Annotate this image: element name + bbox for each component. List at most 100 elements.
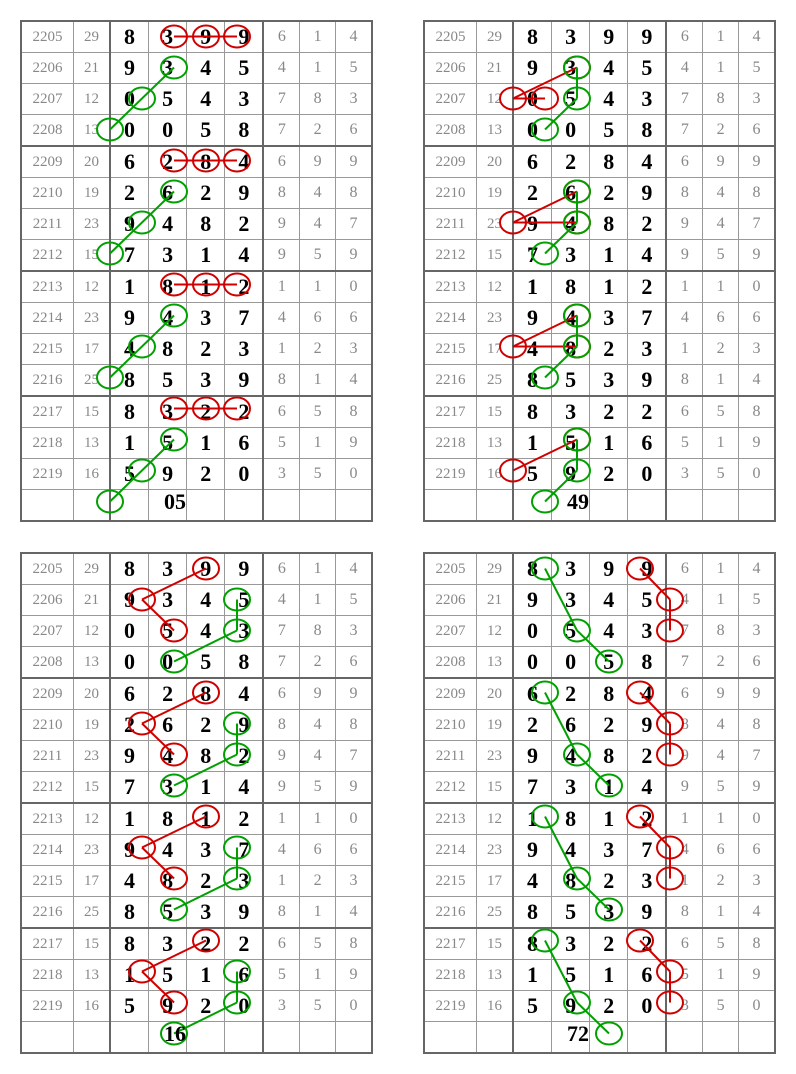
panel-footer-number: 72 — [567, 1021, 589, 1047]
digit-cell: 6 — [149, 178, 187, 209]
digit-cell: 5 — [149, 616, 187, 647]
digit-cell: 9 — [110, 303, 149, 334]
digit-cell: 1 — [666, 334, 702, 365]
digit-cell — [628, 1022, 667, 1054]
row-aux — [74, 490, 110, 522]
digit-cell — [513, 490, 552, 522]
digit-cell — [225, 1022, 264, 1054]
digit-cell: 4 — [187, 53, 225, 84]
row-id: 2208 — [424, 115, 477, 147]
digit-cell: 9 — [110, 53, 149, 84]
digit-cell: 2 — [187, 928, 225, 960]
digit-cell — [666, 490, 702, 522]
digit-cell — [628, 490, 667, 522]
digit-cell: 8 — [263, 710, 299, 741]
digit-cell: 1 — [590, 428, 628, 459]
row-id: 2211 — [424, 741, 477, 772]
digit-cell: 7 — [110, 772, 149, 804]
row-id: 2218 — [21, 960, 74, 991]
digit-cell: 1 — [300, 960, 336, 991]
digit-cell: 6 — [263, 678, 299, 710]
digit-cell: 2 — [225, 741, 264, 772]
digit-cell: 8 — [263, 365, 299, 397]
digit-cell: 2 — [110, 178, 149, 209]
digit-cell: 4 — [552, 741, 590, 772]
digit-cell: 4 — [666, 53, 702, 84]
digit-cell: 6 — [703, 303, 739, 334]
digit-cell: 0 — [336, 991, 372, 1022]
digit-cell: 2 — [110, 710, 149, 741]
digit-cell: 5 — [703, 772, 739, 804]
row-aux: 23 — [477, 741, 513, 772]
row-aux: 17 — [477, 334, 513, 365]
row-id: 2213 — [424, 271, 477, 303]
digit-cell: 4 — [336, 365, 372, 397]
digit-cell: 9 — [513, 585, 552, 616]
digit-cell: 1 — [590, 271, 628, 303]
row-id: 2209 — [21, 146, 74, 178]
digit-cell: 1 — [187, 960, 225, 991]
digit-cell: 8 — [552, 334, 590, 365]
digit-cell: 8 — [225, 115, 264, 147]
digit-cell: 9 — [336, 428, 372, 459]
row-id: 2213 — [21, 803, 74, 835]
digit-cell: 5 — [739, 585, 775, 616]
digit-cell: 5 — [666, 960, 702, 991]
row-id: 2215 — [424, 334, 477, 365]
panel-grid: 2205298399614220621934541522071205437832… — [20, 20, 776, 1054]
digit-cell: 6 — [336, 115, 372, 147]
digit-cell: 4 — [225, 772, 264, 804]
row-id — [424, 1022, 477, 1054]
row-aux: 15 — [74, 240, 110, 272]
lottery-panel: 2205298399614220621934541522071205437832… — [423, 20, 776, 522]
digit-cell: 5 — [703, 928, 739, 960]
digit-cell: 4 — [739, 365, 775, 397]
digit-cell: 5 — [703, 459, 739, 490]
digit-cell: 8 — [666, 710, 702, 741]
digit-cell: 6 — [336, 835, 372, 866]
row-id: 2206 — [21, 585, 74, 616]
digit-cell: 5 — [552, 616, 590, 647]
digit-cell: 9 — [739, 240, 775, 272]
digit-cell: 4 — [703, 178, 739, 209]
digit-cell: 2 — [590, 178, 628, 209]
digit-cell: 2 — [590, 928, 628, 960]
digit-cell: 9 — [666, 209, 702, 240]
digit-cell: 2 — [300, 115, 336, 147]
digit-cell: 8 — [590, 146, 628, 178]
digit-cell: 3 — [149, 240, 187, 272]
digit-cell: 4 — [187, 616, 225, 647]
digit-cell: 1 — [513, 960, 552, 991]
digit-cell: 5 — [513, 991, 552, 1022]
digit-cell: 5 — [628, 53, 667, 84]
digit-cell: 7 — [336, 741, 372, 772]
row-aux: 16 — [477, 459, 513, 490]
row-id: 2218 — [21, 428, 74, 459]
digit-cell: 9 — [336, 772, 372, 804]
digit-cell: 5 — [149, 897, 187, 929]
number-table: 2205298399614220621934541522071205437832… — [423, 20, 776, 522]
digit-cell: 2 — [590, 334, 628, 365]
row-aux — [74, 1022, 110, 1054]
row-aux: 13 — [74, 647, 110, 679]
digit-cell: 3 — [336, 84, 372, 115]
digit-cell: 9 — [628, 710, 667, 741]
digit-cell: 6 — [263, 396, 299, 428]
digit-cell: 2 — [703, 334, 739, 365]
digit-cell: 8 — [703, 616, 739, 647]
row-id: 2206 — [21, 53, 74, 84]
digit-cell: 9 — [300, 146, 336, 178]
digit-cell: 9 — [300, 678, 336, 710]
digit-cell: 3 — [590, 303, 628, 334]
digit-cell: 9 — [225, 897, 264, 929]
digit-cell: 5 — [149, 960, 187, 991]
row-aux: 25 — [477, 365, 513, 397]
digit-cell: 3 — [628, 84, 667, 115]
digit-cell: 3 — [739, 866, 775, 897]
digit-cell: 0 — [552, 115, 590, 147]
digit-cell: 8 — [187, 678, 225, 710]
digit-cell: 9 — [110, 835, 149, 866]
digit-cell: 1 — [513, 428, 552, 459]
digit-cell: 9 — [552, 991, 590, 1022]
digit-cell: 0 — [110, 115, 149, 147]
